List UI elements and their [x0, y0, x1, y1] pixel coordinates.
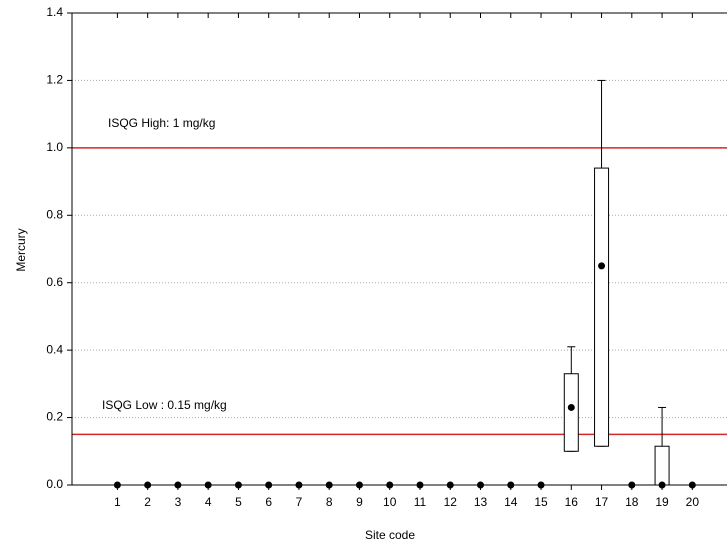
x-tick-label: 10 [383, 495, 397, 509]
x-tick-label: 20 [686, 495, 700, 509]
y-tick-label: 0.0 [46, 477, 63, 491]
box [594, 167, 610, 447]
median-dot [234, 481, 242, 489]
y-axis-label: Mercury [14, 228, 28, 271]
median-dot [144, 481, 152, 489]
y-tick-label: 1.2 [46, 73, 63, 87]
median-dot [537, 481, 545, 489]
reference-label: ISQG Low : 0.15 mg/kg [102, 398, 227, 412]
x-tick-label: 12 [444, 495, 458, 509]
median-dot [265, 481, 273, 489]
x-tick-label: 14 [504, 495, 518, 509]
box [563, 373, 579, 452]
x-tick-label: 11 [414, 495, 427, 509]
y-tick-label: 0.4 [46, 342, 63, 356]
box [654, 445, 670, 486]
median-dot [598, 262, 606, 270]
y-tick-label: 0.6 [46, 275, 63, 289]
median-dot [658, 481, 666, 489]
x-tick-label: 5 [235, 495, 242, 509]
x-tick-label: 16 [565, 495, 579, 509]
x-tick-label: 13 [474, 495, 488, 509]
x-axis-label: Site code [365, 528, 415, 542]
x-tick-label: 8 [326, 495, 333, 509]
median-dot [386, 481, 394, 489]
median-dot [628, 481, 636, 489]
x-tick-label: 9 [356, 495, 363, 509]
x-tick-label: 6 [265, 495, 272, 509]
y-tick-label: 1.4 [46, 5, 63, 19]
reference-label: ISQG High: 1 mg/kg [108, 116, 215, 130]
x-tick-label: 3 [175, 495, 182, 509]
x-tick-label: 18 [625, 495, 639, 509]
y-tick-label: 1.0 [46, 140, 63, 154]
median-dot [204, 481, 212, 489]
x-tick-label: 1 [114, 495, 121, 509]
x-tick-label: 4 [205, 495, 212, 509]
x-tick-label: 15 [534, 495, 548, 509]
median-dot [325, 481, 333, 489]
median-dot [567, 403, 575, 411]
median-dot [477, 481, 485, 489]
y-tick-label: 0.2 [46, 410, 63, 424]
median-dot [416, 481, 424, 489]
median-dot [295, 481, 303, 489]
median-dot [688, 481, 696, 489]
x-tick-label: 7 [296, 495, 303, 509]
y-tick-label: 0.8 [46, 207, 63, 221]
median-dot [507, 481, 515, 489]
median-dot [446, 481, 454, 489]
median-dot [113, 481, 121, 489]
x-tick-label: 17 [595, 495, 609, 509]
median-dot [355, 481, 363, 489]
median-dot [174, 481, 182, 489]
x-tick-label: 2 [144, 495, 151, 509]
x-tick-label: 19 [655, 495, 669, 509]
